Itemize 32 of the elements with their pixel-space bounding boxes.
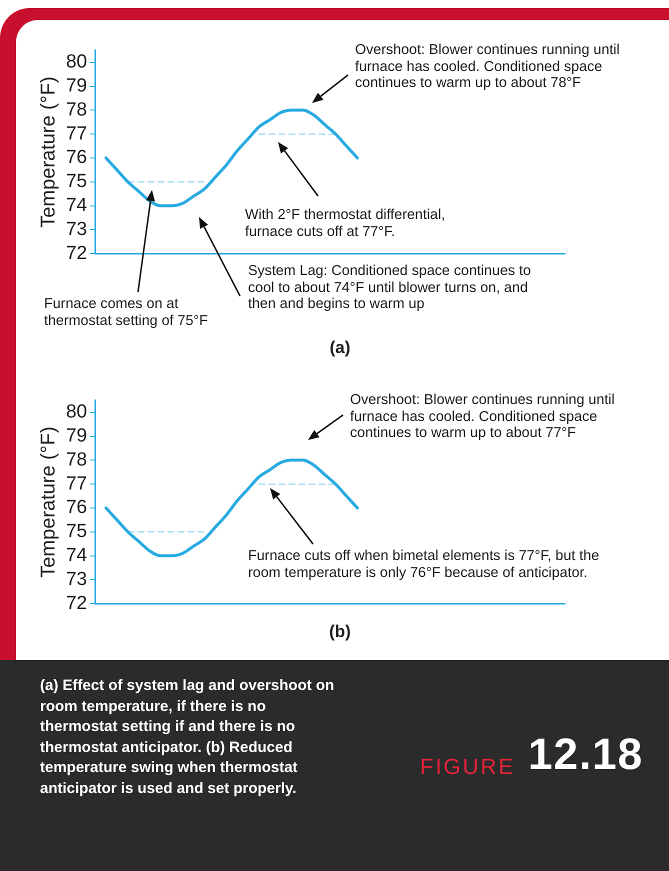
- y-tick-label: 78: [66, 99, 88, 120]
- y-axis-title: Temperature (°F): [38, 76, 60, 228]
- annotation: Furnace cuts off when bimetal elements is 77°F, but the room temperature is only 76°F because of anticipator.: [248, 548, 600, 581]
- y-tick-label: 79: [66, 425, 88, 446]
- text: FIGURE: [420, 754, 516, 780]
- annotation: Overshoot: Blower continues running until furnace has cooled. Conditioned space continues to warm up to about 78°F: [355, 42, 621, 92]
- y-tick-label: 75: [66, 171, 88, 192]
- y-tick-label: 80: [66, 402, 88, 423]
- y-tick-label: 74: [66, 545, 88, 566]
- y-tick-label: 76: [66, 497, 88, 518]
- y-tick-label: 74: [66, 195, 88, 216]
- y-tick-label: 72: [66, 242, 88, 264]
- y-tick-label: 75: [66, 521, 88, 542]
- y-tick-label: 73: [66, 568, 88, 590]
- text: 12.18: [528, 730, 644, 780]
- y-tick-label: 72: [66, 592, 88, 614]
- annotation: With 2°F thermostat differential, furnace cuts off at 77°F.: [245, 207, 446, 240]
- line-series: [104, 108, 359, 208]
- text: (a) Effect of system lag and overshoot on room temperature, if there is no thermostat setting if and there is no thermostat anticipator. (b) Reduced temperature swing when thermostat anticipator is used and set properly.: [40, 676, 336, 798]
- text: Furnace comes on at thermostat setting of 75°F: [44, 296, 209, 329]
- y-tick-label: 77: [66, 473, 88, 494]
- text: System Lag: Conditioned space continues to cool to about 74°F until blower turns on, and then and begins to warm up: [248, 263, 532, 312]
- y-tick-label: 78: [66, 449, 88, 470]
- y-axis-title: Temperature (°F): [38, 426, 60, 578]
- y-tick-label: 73: [66, 218, 88, 240]
- x-axis-title: (a): [328, 338, 352, 358]
- annotation: Overshoot: Blower continues running until furnace has cooled. Conditioned space continues to warm up to about 77°F: [350, 392, 616, 442]
- y-tick-label: 76: [66, 147, 88, 168]
- x-axis-title: (b): [328, 622, 352, 642]
- y-tick-label: 79: [66, 75, 88, 96]
- y-tick-label: 80: [66, 52, 88, 73]
- y-tick-label: 77: [66, 123, 88, 144]
